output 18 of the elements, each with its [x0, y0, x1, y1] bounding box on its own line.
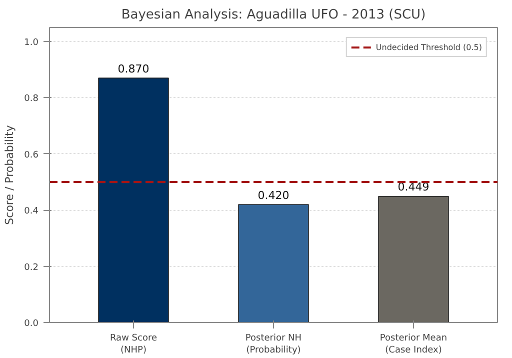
- bar: [238, 204, 309, 322]
- bar: [98, 78, 169, 322]
- y-tick-label: 0.2: [24, 262, 39, 273]
- data-label: 0.870: [118, 62, 150, 76]
- legend-label: Undecided Threshold (0.5): [376, 42, 482, 52]
- y-tick-label: 0.8: [24, 94, 39, 104]
- data-label: 0.449: [398, 180, 430, 194]
- y-tick-label: 0.4: [24, 206, 39, 217]
- x-tick-label: Posterior Mean (Case Index): [380, 334, 448, 356]
- x-tick-label: Raw Score (NHP): [110, 334, 158, 356]
- y-tick-label: 0.6: [24, 150, 39, 160]
- y-tick-label: 1.0: [24, 38, 39, 48]
- chart-title: Bayesian Analysis: Aguadilla UFO - 2013 (SCU): [121, 8, 426, 22]
- data-label: 0.420: [258, 188, 290, 202]
- y-tick-label: 0.0: [24, 319, 39, 329]
- bar: [378, 196, 449, 322]
- x-tick-label: Posterior NH (Probability): [245, 334, 302, 356]
- y-axis-title: Score / Probability: [3, 124, 16, 225]
